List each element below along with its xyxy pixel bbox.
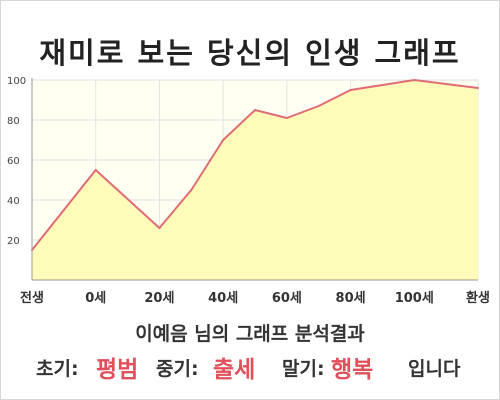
data-point xyxy=(477,87,479,89)
y-tick-label: 80 xyxy=(7,116,20,127)
y-tick-label: 40 xyxy=(7,196,20,207)
late-value: 행복 xyxy=(331,357,374,383)
x-tick-label: 80세 xyxy=(336,291,366,306)
middle-label: 중기: xyxy=(156,358,199,380)
late-label: 말기: xyxy=(282,358,325,380)
ending-text: 입니다 xyxy=(408,358,461,380)
data-point xyxy=(158,227,161,229)
y-tick-label: 100 xyxy=(7,76,26,87)
data-point xyxy=(222,139,225,141)
y-tick-label: 20 xyxy=(7,236,20,247)
x-tick-label: 100세 xyxy=(395,291,434,306)
x-tick-label: 0세 xyxy=(85,291,106,306)
middle-value: 출세 xyxy=(213,357,256,383)
early-value: 평범 xyxy=(96,357,139,383)
analysis-summary: 이예음 님의 그래프 분석결과 xyxy=(135,323,365,345)
page-title: 재미로 보는 당신의 인생 그래프 xyxy=(39,36,461,70)
data-point xyxy=(285,117,288,119)
data-point xyxy=(413,79,416,81)
x-tick-label: 환생 xyxy=(466,290,490,306)
data-point xyxy=(190,189,193,191)
analysis-results: 초기: 평범 중기: 출세 말기: 행복 입니다 xyxy=(0,345,500,385)
x-tick-label: 20세 xyxy=(144,291,174,306)
x-tick-label: 60세 xyxy=(272,291,302,306)
x-tick-label: 전생 xyxy=(20,290,44,306)
x-tick-label: 40세 xyxy=(208,291,238,306)
area-fill xyxy=(32,80,478,280)
data-point xyxy=(349,89,352,91)
data-point xyxy=(254,109,256,111)
data-point xyxy=(94,169,97,171)
y-tick-label: 60 xyxy=(7,156,20,167)
early-label: 초기: xyxy=(36,358,79,380)
data-point xyxy=(317,105,320,107)
